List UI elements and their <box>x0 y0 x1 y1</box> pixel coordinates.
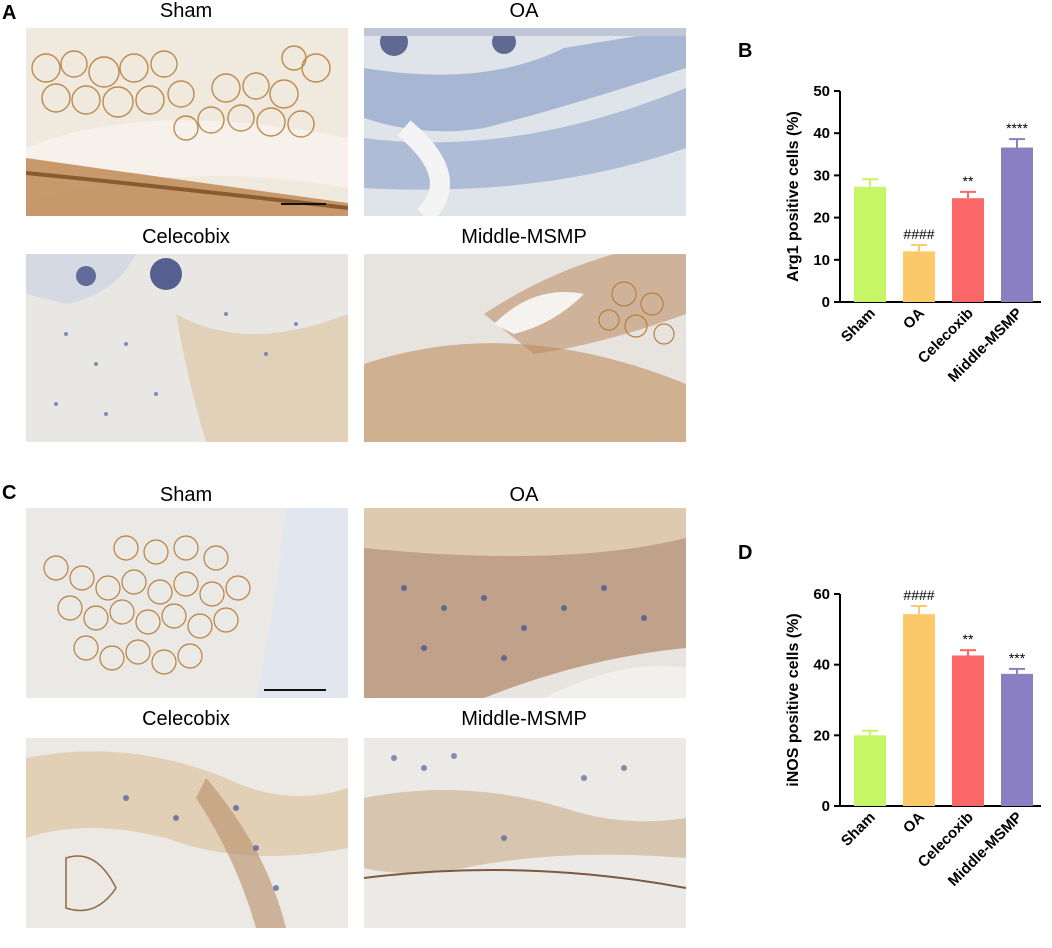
chart-b-category-label-0: Sham <box>838 305 879 346</box>
chart-d-annotation-3: *** <box>1009 650 1026 666</box>
chart-b-ytick-label-2: 20 <box>813 210 830 227</box>
chart-d-bar-3 <box>1001 673 1033 806</box>
chart-b-bar-1 <box>903 251 935 302</box>
chart-d-bar-2 <box>952 655 984 806</box>
micrograph-a-sham <box>26 28 348 238</box>
panel-letter-a: A <box>2 2 17 24</box>
chart-d-bar-0 <box>854 735 886 806</box>
micro-title-c-oa: OA <box>509 484 539 506</box>
chart-d-ylabel: iNOS positive cells (%) <box>785 613 802 786</box>
chart-b-ylabel: Arg1 positive cells (%) <box>785 111 802 282</box>
chart-b-bar-2 <box>952 198 984 302</box>
micro-title-a-sham: Sham <box>159 0 213 22</box>
chart-b-annotation-1: #### <box>903 226 934 242</box>
chart-d-category-label-1: OA <box>900 809 928 837</box>
micro-title-a-celecobix: Celecobix <box>142 226 230 248</box>
chart-d-ytick-label-3: 60 <box>813 586 830 603</box>
chart-b-ytick-label-4: 40 <box>813 125 830 142</box>
chart-d-category-label-0: Sham <box>838 809 879 850</box>
chart-d-annotation-2: ** <box>963 631 974 647</box>
micrograph-c-celecobix <box>26 738 348 948</box>
chart-b-category-label-1: OA <box>900 305 928 333</box>
chart-d-inos: 0 20 40 60 iNOS positive cells (%) Sham #### OA… <box>785 586 1041 890</box>
chart-b-ytick-label-0: 0 <box>822 294 830 311</box>
micrograph-a-middle-msmp <box>364 254 686 464</box>
chart-b-ytick-label-1: 10 <box>813 252 830 269</box>
chart-b-bar-3 <box>1001 147 1033 302</box>
micro-title-c-middle-msmp: Middle-MSMP <box>461 708 587 730</box>
chart-d-ytick-label-2: 40 <box>813 657 830 674</box>
panel-letter-c: C <box>2 482 17 504</box>
chart-b-arg1: 0 10 20 30 40 50 Arg1 positive cells (%) Sham ##… <box>785 83 1041 386</box>
chart-b-annotation-3: **** <box>1006 120 1028 136</box>
micrograph-a-oa <box>364 28 686 238</box>
chart-d-annotation-1: #### <box>903 587 934 603</box>
chart-b-bar-0 <box>854 186 886 302</box>
chart-d-ytick-label-0: 0 <box>822 798 830 815</box>
chart-b-annotation-2: ** <box>963 173 974 189</box>
chart-b-ytick-label-5: 50 <box>813 83 830 100</box>
chart-d-bar-1 <box>903 614 935 806</box>
chart-b-ytick-label-3: 30 <box>813 167 830 184</box>
micro-title-a-oa: OA <box>509 0 539 22</box>
chart-d-ytick-label-1: 20 <box>813 727 830 744</box>
micrograph-a-celecobix <box>26 254 348 464</box>
micro-title-c-sham: Sham <box>159 484 213 506</box>
micrograph-c-middle-msmp <box>364 738 686 948</box>
micro-title-c-celecobix: Celecobix <box>142 708 230 730</box>
micrograph-c-oa <box>364 508 686 718</box>
panel-letter-d: D <box>738 542 753 564</box>
micrograph-c-sham <box>26 508 348 718</box>
panel-letter-b: B <box>738 40 753 62</box>
micro-title-a-middle-msmp: Middle-MSMP <box>461 226 587 248</box>
